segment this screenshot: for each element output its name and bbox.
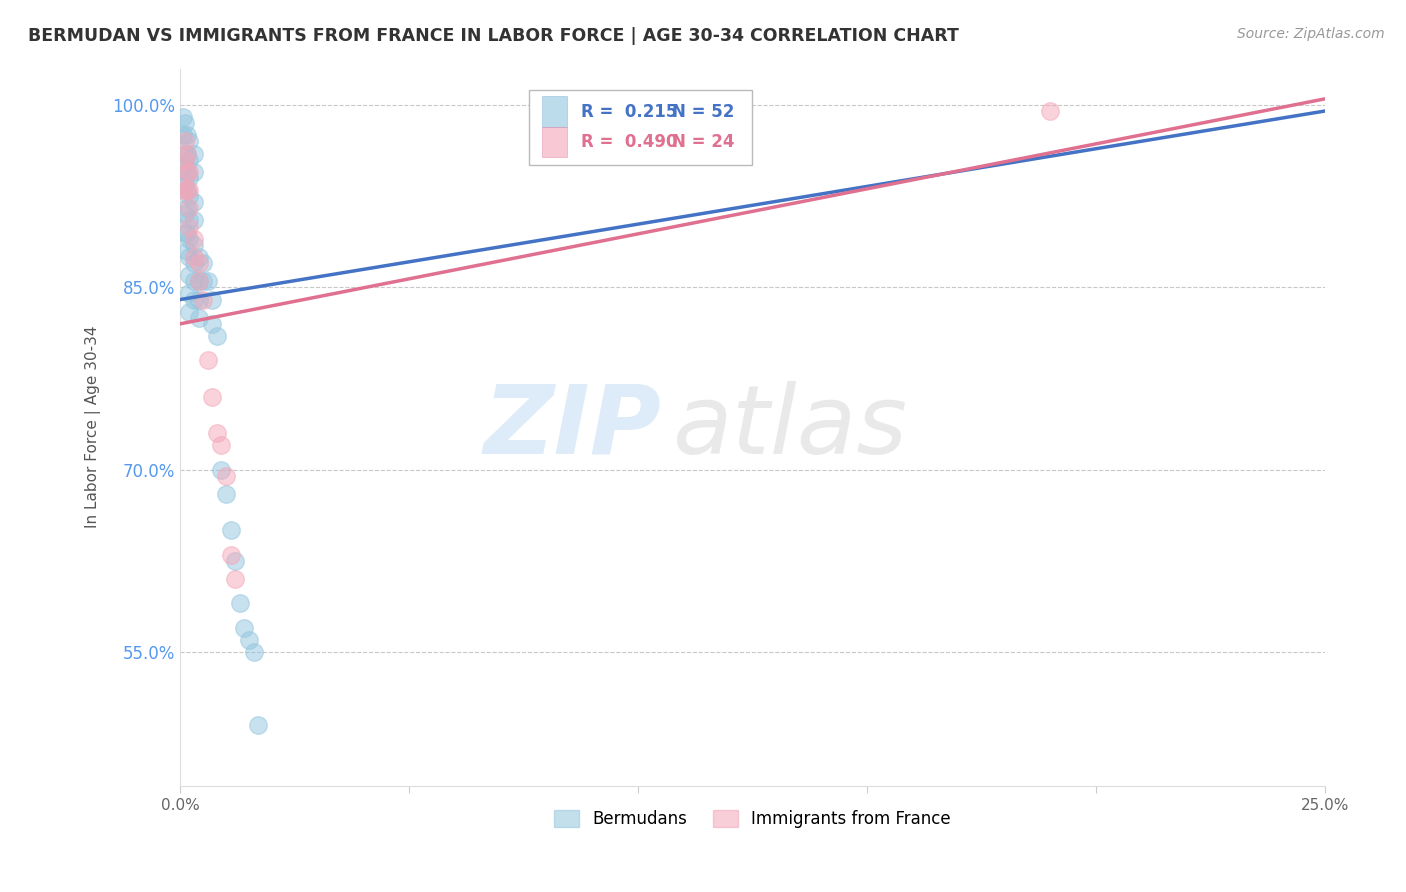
Point	[179, 304, 201, 318]
Text: Source: ZipAtlas.com: Source: ZipAtlas.com	[1237, 27, 1385, 41]
Text: N = 24: N = 24	[672, 134, 735, 152]
Point	[238, 632, 260, 647]
Point	[179, 183, 201, 197]
Point	[183, 256, 205, 270]
Point	[173, 207, 195, 221]
Y-axis label: In Labor Force | Age 30-34: In Labor Force | Age 30-34	[86, 326, 101, 528]
Point	[176, 146, 198, 161]
Point	[242, 645, 264, 659]
Point	[179, 250, 201, 264]
Point	[173, 159, 195, 173]
Point	[176, 146, 198, 161]
Point	[173, 177, 195, 191]
Point	[183, 146, 205, 161]
Point	[179, 135, 201, 149]
Point	[247, 718, 270, 732]
Point	[201, 390, 224, 404]
Point	[183, 274, 205, 288]
Point	[173, 146, 195, 161]
Point	[179, 286, 201, 301]
Point	[197, 274, 219, 288]
Point	[176, 165, 198, 179]
Point	[176, 244, 198, 258]
Point	[197, 353, 219, 368]
Text: ZIP: ZIP	[484, 381, 661, 474]
Point	[173, 226, 195, 240]
FancyBboxPatch shape	[541, 96, 567, 127]
Point	[191, 256, 214, 270]
Point	[179, 153, 201, 167]
Point	[211, 463, 233, 477]
Legend: Bermudans, Immigrants from France: Bermudans, Immigrants from France	[548, 804, 957, 835]
Point	[187, 310, 209, 325]
Point	[179, 268, 201, 283]
Text: R =  0.490: R = 0.490	[581, 134, 678, 152]
Point	[187, 293, 209, 307]
Point	[173, 153, 195, 167]
Point	[219, 524, 242, 538]
Point	[1039, 104, 1062, 119]
Point	[183, 237, 205, 252]
Point	[183, 213, 205, 227]
Point	[183, 250, 205, 264]
Point	[172, 128, 194, 143]
Point	[179, 189, 201, 203]
Point	[187, 256, 209, 270]
Point	[172, 110, 194, 124]
Point	[205, 329, 228, 343]
Point	[187, 274, 209, 288]
Point	[176, 226, 198, 240]
Point	[179, 213, 201, 227]
Point	[179, 170, 201, 185]
Point	[179, 219, 201, 234]
Point	[224, 554, 246, 568]
Text: BERMUDAN VS IMMIGRANTS FROM FRANCE IN LABOR FORCE | AGE 30-34 CORRELATION CHART: BERMUDAN VS IMMIGRANTS FROM FRANCE IN LA…	[28, 27, 959, 45]
Point	[215, 487, 238, 501]
Point	[176, 183, 198, 197]
FancyBboxPatch shape	[541, 128, 567, 158]
Text: atlas: atlas	[672, 381, 907, 474]
Point	[605, 104, 627, 119]
Point	[183, 165, 205, 179]
Point	[211, 438, 233, 452]
Point	[187, 274, 209, 288]
Point	[191, 274, 214, 288]
Point	[215, 468, 238, 483]
Text: N = 52: N = 52	[672, 103, 735, 120]
Point	[172, 183, 194, 197]
FancyBboxPatch shape	[529, 90, 752, 165]
Point	[201, 293, 224, 307]
Point	[219, 548, 242, 562]
Point	[201, 317, 224, 331]
Point	[179, 165, 201, 179]
Point	[183, 195, 205, 210]
Point	[173, 135, 195, 149]
Point	[229, 596, 252, 610]
Point	[183, 293, 205, 307]
Point	[179, 202, 201, 216]
Point	[176, 128, 198, 143]
Point	[191, 293, 214, 307]
Point	[187, 250, 209, 264]
Point	[176, 183, 198, 197]
Point	[173, 116, 195, 130]
Point	[176, 202, 198, 216]
Point	[179, 232, 201, 246]
Point	[233, 621, 256, 635]
Text: R =  0.215: R = 0.215	[581, 103, 678, 120]
Point	[205, 426, 228, 441]
Point	[183, 232, 205, 246]
Point	[224, 572, 246, 586]
Point	[176, 165, 198, 179]
